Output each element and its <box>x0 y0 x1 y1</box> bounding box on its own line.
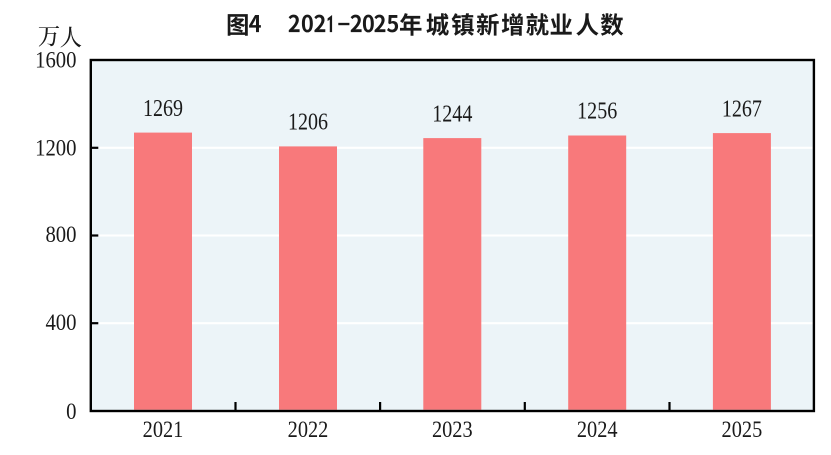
svg-text:1267: 1267 <box>722 95 762 122</box>
svg-text:2021: 2021 <box>143 417 184 442</box>
svg-text:1256: 1256 <box>577 97 617 124</box>
svg-text:2022: 2022 <box>288 417 329 442</box>
svg-text:2025: 2025 <box>722 417 763 442</box>
svg-text:2023: 2023 <box>432 417 473 442</box>
svg-text:0: 0 <box>66 399 76 424</box>
svg-text:1600: 1600 <box>35 47 76 72</box>
svg-text:2024: 2024 <box>577 417 618 442</box>
svg-text:1244: 1244 <box>432 100 472 127</box>
svg-text:800: 800 <box>45 222 76 247</box>
svg-text:400: 400 <box>45 310 76 335</box>
svg-text:1200: 1200 <box>35 135 76 160</box>
svg-text:1206: 1206 <box>288 108 328 135</box>
svg-text:1269: 1269 <box>143 94 183 121</box>
